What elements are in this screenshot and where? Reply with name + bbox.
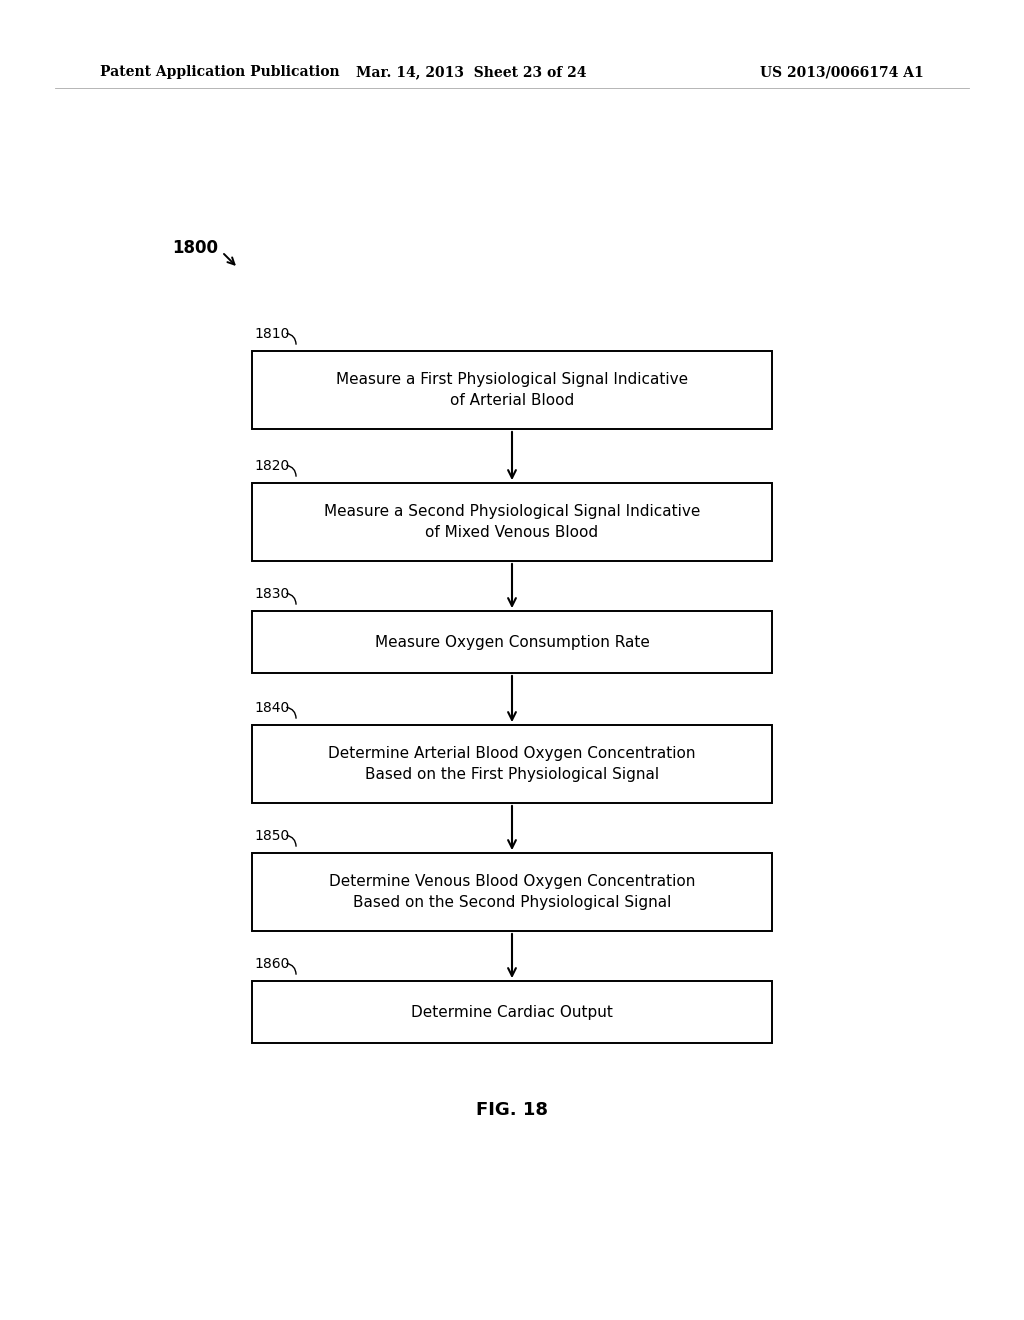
Bar bbox=[252, 981, 772, 1043]
Text: Mar. 14, 2013  Sheet 23 of 24: Mar. 14, 2013 Sheet 23 of 24 bbox=[355, 65, 587, 79]
Text: Determine Venous Blood Oxygen Concentration
Based on the Second Physiological Si: Determine Venous Blood Oxygen Concentrat… bbox=[329, 874, 695, 909]
Bar bbox=[252, 611, 772, 673]
Text: 1830: 1830 bbox=[254, 587, 289, 601]
Text: 1850: 1850 bbox=[254, 829, 289, 843]
Text: 1800: 1800 bbox=[172, 239, 218, 257]
Text: Measure a Second Physiological Signal Indicative
of Mixed Venous Blood: Measure a Second Physiological Signal In… bbox=[324, 504, 700, 540]
Bar bbox=[252, 483, 772, 561]
Bar bbox=[252, 351, 772, 429]
Bar bbox=[252, 853, 772, 931]
Text: 1820: 1820 bbox=[254, 459, 289, 473]
Text: Patent Application Publication: Patent Application Publication bbox=[100, 65, 340, 79]
Text: FIG. 18: FIG. 18 bbox=[476, 1101, 548, 1119]
Text: Measure Oxygen Consumption Rate: Measure Oxygen Consumption Rate bbox=[375, 635, 649, 649]
Text: US 2013/0066174 A1: US 2013/0066174 A1 bbox=[760, 65, 924, 79]
Bar bbox=[252, 725, 772, 803]
Text: 1810: 1810 bbox=[254, 327, 290, 341]
Text: Determine Cardiac Output: Determine Cardiac Output bbox=[411, 1005, 613, 1019]
Text: 1840: 1840 bbox=[254, 701, 289, 715]
Text: 1860: 1860 bbox=[254, 957, 290, 972]
Text: Determine Arterial Blood Oxygen Concentration
Based on the First Physiological S: Determine Arterial Blood Oxygen Concentr… bbox=[329, 746, 695, 781]
Text: Measure a First Physiological Signal Indicative
of Arterial Blood: Measure a First Physiological Signal Ind… bbox=[336, 372, 688, 408]
